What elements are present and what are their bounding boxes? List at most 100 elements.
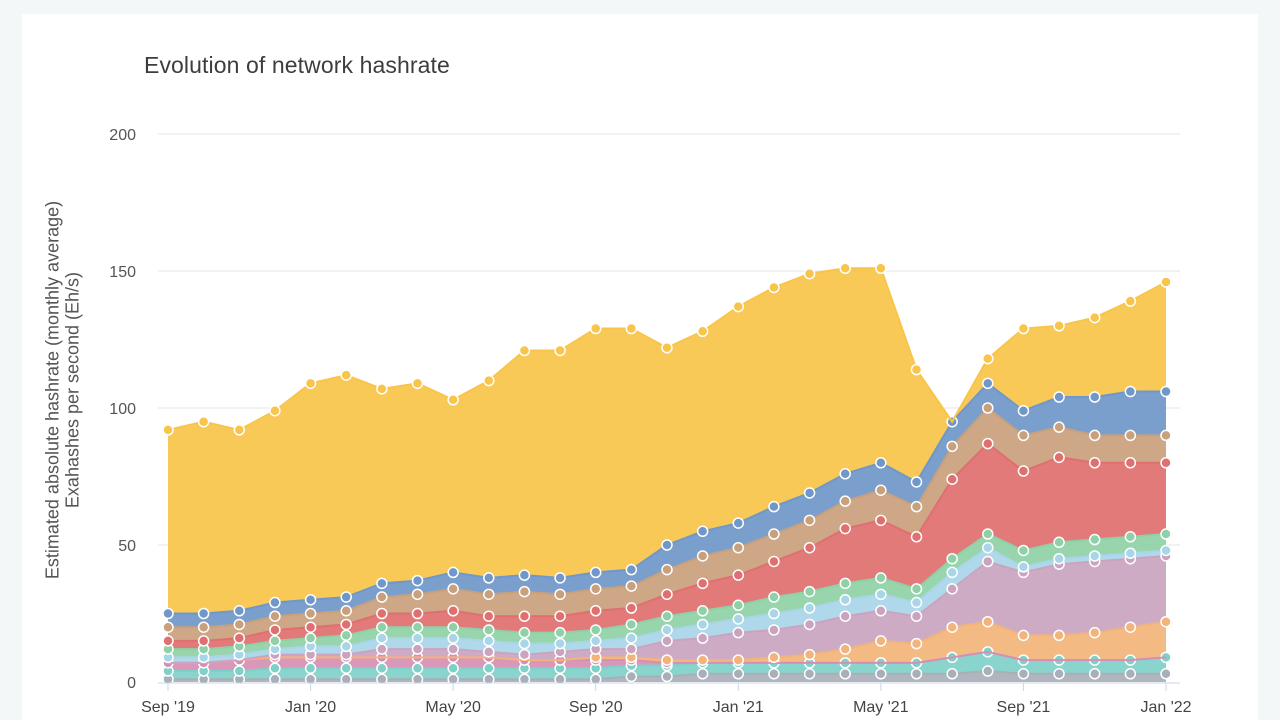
data-point[interactable] — [732, 300, 745, 313]
data-point[interactable] — [910, 668, 923, 680]
data-point[interactable] — [376, 577, 388, 590]
data-point[interactable] — [554, 610, 566, 622]
data-point[interactable] — [1160, 457, 1172, 469]
data-point[interactable] — [269, 624, 281, 636]
data-point[interactable] — [732, 668, 745, 680]
data-point[interactable] — [875, 605, 887, 617]
data-point[interactable] — [625, 618, 638, 631]
data-point[interactable] — [982, 665, 994, 677]
data-point[interactable] — [376, 632, 388, 644]
data-point[interactable] — [304, 632, 317, 644]
data-point[interactable] — [411, 574, 424, 587]
data-point[interactable] — [269, 673, 281, 686]
data-point[interactable] — [696, 325, 709, 338]
data-point[interactable] — [269, 404, 281, 417]
data-point[interactable] — [661, 624, 673, 636]
data-point[interactable] — [162, 621, 174, 633]
data-markers[interactable] — [162, 262, 1172, 686]
data-point[interactable] — [589, 583, 602, 595]
data-point[interactable] — [197, 635, 210, 647]
data-point[interactable] — [946, 566, 958, 579]
data-point[interactable] — [233, 605, 246, 617]
data-point[interactable] — [376, 383, 388, 395]
data-point[interactable] — [518, 626, 531, 639]
data-point[interactable] — [982, 555, 994, 568]
data-point[interactable] — [233, 424, 246, 436]
data-point[interactable] — [910, 363, 923, 376]
data-point[interactable] — [768, 528, 780, 540]
data-point[interactable] — [946, 440, 958, 453]
data-point[interactable] — [910, 500, 923, 513]
data-point[interactable] — [1088, 550, 1101, 562]
data-point[interactable] — [1088, 457, 1101, 469]
data-point[interactable] — [839, 643, 851, 655]
data-point[interactable] — [269, 662, 281, 675]
data-point[interactable] — [589, 322, 602, 335]
data-point[interactable] — [696, 605, 709, 617]
data-point[interactable] — [1053, 391, 1065, 403]
data-point[interactable] — [340, 369, 352, 381]
data-point[interactable] — [1053, 320, 1065, 332]
data-point[interactable] — [1088, 311, 1101, 324]
data-point[interactable] — [839, 495, 851, 507]
data-point[interactable] — [411, 377, 424, 390]
data-point[interactable] — [269, 635, 281, 647]
data-point[interactable] — [376, 662, 388, 675]
data-point[interactable] — [483, 673, 495, 686]
data-point[interactable] — [946, 621, 958, 633]
data-point[interactable] — [447, 394, 459, 406]
data-point[interactable] — [518, 344, 531, 357]
data-point[interactable] — [483, 635, 495, 647]
data-point[interactable] — [411, 643, 424, 655]
data-point[interactable] — [447, 632, 459, 644]
data-point[interactable] — [304, 662, 317, 675]
data-point[interactable] — [803, 514, 816, 527]
data-point[interactable] — [803, 585, 816, 598]
data-point[interactable] — [304, 377, 317, 390]
data-point[interactable] — [625, 563, 638, 576]
data-point[interactable] — [803, 648, 816, 661]
data-point[interactable] — [1017, 668, 1030, 680]
data-point[interactable] — [768, 281, 780, 294]
data-point[interactable] — [910, 476, 923, 488]
data-point[interactable] — [982, 615, 994, 628]
data-point[interactable] — [1160, 429, 1172, 442]
data-point[interactable] — [1160, 615, 1172, 628]
data-point[interactable] — [875, 457, 887, 469]
data-point[interactable] — [625, 632, 638, 644]
data-point[interactable] — [1160, 528, 1172, 540]
data-point[interactable] — [839, 468, 851, 480]
data-point[interactable] — [483, 610, 495, 622]
data-point[interactable] — [376, 673, 388, 686]
data-point[interactable] — [233, 618, 246, 631]
data-point[interactable] — [483, 572, 495, 584]
data-point[interactable] — [411, 632, 424, 644]
data-point[interactable] — [376, 621, 388, 633]
data-point[interactable] — [839, 522, 851, 535]
data-point[interactable] — [768, 668, 780, 680]
data-point[interactable] — [304, 607, 317, 620]
data-point[interactable] — [447, 662, 459, 675]
data-point[interactable] — [1053, 451, 1065, 464]
data-point[interactable] — [732, 569, 745, 581]
data-point[interactable] — [982, 352, 994, 365]
data-point[interactable] — [554, 673, 566, 686]
data-point[interactable] — [1124, 457, 1137, 469]
data-point[interactable] — [304, 621, 317, 633]
data-point[interactable] — [661, 341, 673, 354]
data-point[interactable] — [661, 563, 673, 576]
data-point[interactable] — [696, 668, 709, 680]
data-point[interactable] — [625, 670, 638, 683]
data-point[interactable] — [982, 377, 994, 390]
data-point[interactable] — [554, 572, 566, 584]
data-point[interactable] — [661, 588, 673, 601]
data-point[interactable] — [376, 591, 388, 603]
data-point[interactable] — [411, 662, 424, 675]
data-point[interactable] — [696, 632, 709, 644]
data-point[interactable] — [1017, 629, 1030, 642]
data-point[interactable] — [732, 626, 745, 639]
data-point[interactable] — [233, 632, 246, 644]
data-point[interactable] — [269, 610, 281, 622]
data-point[interactable] — [839, 577, 851, 590]
data-point[interactable] — [732, 613, 745, 625]
